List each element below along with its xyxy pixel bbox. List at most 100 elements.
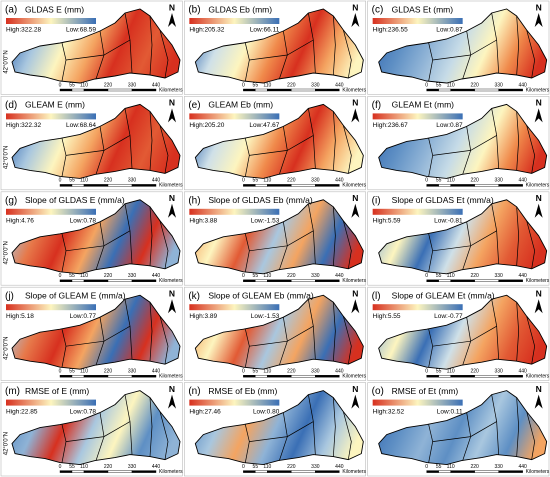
subbasin-border [342,316,352,365]
latitude-label: 42°0'0"N [4,432,10,455]
low-label: Low:0.78 [70,408,97,415]
panel-title: Slope of GLDAS E (mm/a) [25,195,125,205]
scale-segment [83,184,109,187]
scale-label: 55 [69,273,75,279]
low-label: Low:0.11 [437,408,463,415]
map-panel: (k) Slope of GLEAM Eb (mm/a) High:3.89 Low:… [184,286,366,381]
scale-label: 220 [470,178,479,184]
scale-label: 0 [425,178,428,184]
north-label: N [352,288,358,298]
panel-label: (k) [188,291,200,302]
subbasin-border [432,421,497,442]
scale-segment [71,279,85,283]
scale-segment [255,184,268,187]
latitude-label: 42°0'0"N [4,241,10,264]
subbasin-border [526,125,536,174]
low-label: Low:-0.77 [434,313,463,320]
region-map [194,8,364,84]
scale-label: 220 [287,178,296,184]
scale-unit: Kilometers [526,278,550,284]
scale-segment [267,375,292,378]
scale-label: 220 [287,273,296,279]
high-label: High:27.46 [189,408,221,415]
scale-label: 220 [470,273,479,279]
scale-label: 330 [311,82,320,88]
panel-label: (g) [5,195,17,206]
subbasin-border [65,421,131,442]
scale-unit: Kilometers [526,87,550,93]
map-panel: (n) RMSE of Eb (mm) High:27.46 Low:0.80 N 0 55… [184,382,366,477]
high-label: High:3.89 [189,313,217,320]
subbasin-border [526,411,536,460]
panel-title: Slope of GLEAM Eb (mm/a) [208,290,314,300]
map-panel: (j) Slope of GLEAM E (mm/a) High:5.18 Low:0… [0,286,183,381]
latitude-label: 42°0'0"N [4,50,10,73]
low-label: Low:68.64 [66,122,96,129]
scale-segment [498,375,523,378]
scale-label: 440 [335,464,344,470]
scale-segment [438,470,451,473]
scale-segment [498,279,523,283]
subbasin-border [159,220,169,269]
scale-label: 110 [263,464,271,470]
panel-title: Slope of GLEAM E (mm/a) [25,290,126,300]
map-panel: (i) Slope of GLDAS Et (mm/a) High:5.59 Low:… [367,191,550,286]
scale-label: 440 [152,273,161,279]
north-label: N [352,98,358,108]
region-map [11,390,181,466]
subbasin-border [491,108,500,169]
color-bar [372,399,463,406]
panel-title: RMSE of Eb (mm) [208,386,277,396]
scale-unit: Kilometers [342,278,366,284]
scale-segment [438,375,451,378]
subbasin-border [332,206,336,266]
scale-segment [291,375,316,378]
scale-label: 330 [311,369,320,375]
region-map [378,103,548,179]
subbasin-border [432,135,497,156]
panel-border [0,286,183,381]
panel-title: RMSE of Et (mm) [392,386,459,396]
region-map [194,390,364,466]
scale-label: 0 [242,464,245,470]
scale-segment [243,184,256,187]
scale-unit: Kilometers [526,374,550,380]
latitude-label: 42°0'0"N [4,337,10,360]
scale-label: 55 [253,178,259,184]
scale-segment [450,184,475,187]
scale-label: 110 [263,369,271,375]
scale-label: 330 [311,273,320,279]
scale-label: 110 [263,273,271,279]
north-arrow [534,108,543,123]
north-arrow [168,203,176,218]
map-panel: (g) Slope of GLDAS E (mm/a) High:4.76 Low:0… [0,191,183,286]
region-map [11,294,181,370]
scale-label: 330 [128,464,137,470]
scale-segment [498,470,523,473]
high-label: High:5.18 [6,313,34,320]
scale-label: 55 [436,273,442,279]
region-map [378,8,548,84]
map-panel: (o) RMSE of Et (mm) High:32.52 Low:0.11 N 0 55… [367,382,550,477]
north-arrow [351,108,360,123]
color-bar [189,304,280,311]
scale-label: 330 [128,178,137,184]
scale-segment [59,375,73,378]
low-label: Low:0.87 [436,122,463,129]
panel-title: Slope of GLDAS Eb (mm/a) [208,195,313,205]
high-label: High:205.20 [189,122,224,129]
low-label: Low:68.59 [66,27,96,34]
scale-label: 0 [242,178,245,184]
scale-label: 55 [253,82,259,88]
scale-segment [426,184,439,187]
panel-title: GLDAS Et (mm) [392,4,454,14]
subbasin-border [526,316,536,365]
subbasin-border [159,411,169,460]
color-bar [372,304,463,311]
scale-segment [426,279,439,283]
region-map [194,199,364,275]
north-label: N [169,288,175,298]
scale-segment [426,470,439,473]
map-panel: (c) GLDAS Et (mm) High:236.55 Low:0.87 N 0 55 1… [367,0,550,95]
north-label: N [169,193,175,203]
